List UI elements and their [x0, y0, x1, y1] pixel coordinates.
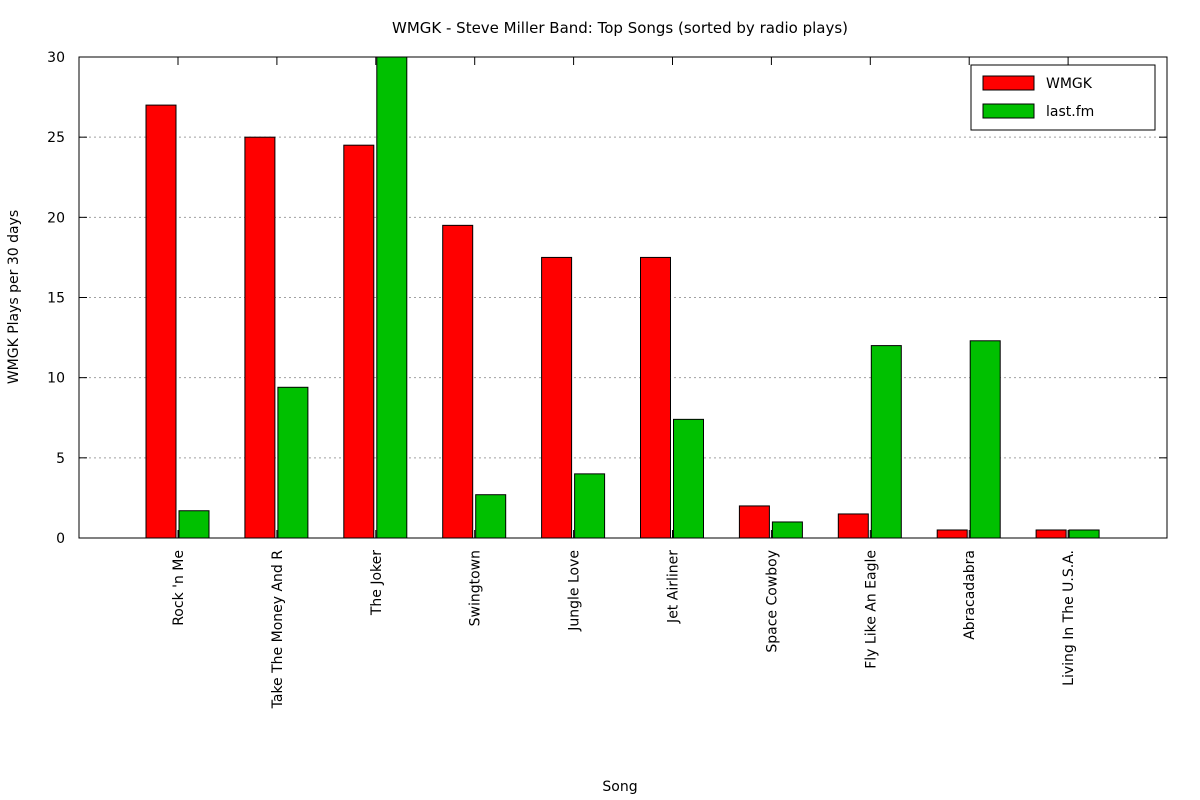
x-axis: Rock 'n Me Take The Money And R The Joker S…: [171, 57, 1077, 709]
bar-wmgk: [145, 104, 177, 539]
x-tick-label: Jungle Love: [567, 550, 583, 632]
y-tick-label: 25: [47, 130, 65, 146]
y-axis: 0 5 10 15 20 25 30: [47, 50, 1167, 547]
bar-lastfm: [969, 340, 1001, 539]
legend-box: [970, 64, 1156, 131]
y-tick-label: 0: [56, 531, 65, 547]
bar-wmgk: [541, 256, 573, 539]
y-tick-label: 20: [47, 210, 65, 226]
chart-title: WMGK - Steve Miller Band: Top Songs (sor…: [392, 19, 848, 37]
x-tick-label: Fly Like An Eagle: [863, 550, 879, 669]
bar-lastfm: [870, 345, 902, 539]
bar-wmgk: [343, 144, 375, 539]
legend-label: WMGK: [1046, 76, 1093, 92]
x-tick-label: The Joker: [369, 550, 385, 616]
bar-lastfm: [475, 494, 507, 539]
legend-swatch: [982, 103, 1035, 119]
bar-wmgk: [244, 136, 276, 539]
bar-lastfm: [771, 521, 803, 539]
x-tick-label: Rock 'n Me: [171, 550, 187, 626]
x-tick-label: Abracadabra: [962, 550, 978, 640]
legend-swatch: [982, 75, 1035, 91]
x-tick-label: Living In The U.S.A.: [1061, 550, 1077, 686]
bars: [145, 56, 1100, 539]
y-tick-label: 5: [56, 451, 65, 467]
x-tick-label: Take The Money And R: [270, 550, 286, 710]
bar-wmgk: [640, 256, 671, 539]
y-tick-label: 10: [47, 371, 65, 387]
x-tick-label: Space Cowboy: [764, 550, 780, 653]
y-axis-label: WMGK Plays per 30 days: [6, 210, 22, 384]
bar-lastfm: [1068, 529, 1100, 539]
bar-lastfm: [277, 386, 309, 539]
bar-wmgk: [936, 529, 968, 539]
bar-lastfm: [673, 418, 704, 539]
y-tick-label: 30: [47, 50, 65, 66]
x-tick-label: Swingtown: [468, 550, 484, 626]
legend: WMGK last.fm: [970, 64, 1156, 131]
x-tick-label: Jet Airliner: [666, 550, 682, 624]
bar-lastfm: [376, 56, 408, 539]
y-tick-label: 15: [47, 291, 65, 307]
bar-lastfm: [178, 510, 210, 539]
bar-lastfm: [574, 473, 606, 539]
x-axis-label: Song: [602, 779, 637, 795]
bar-wmgk: [442, 224, 474, 539]
grid-lines: [79, 136, 1167, 459]
bar-wmgk: [837, 513, 869, 539]
bar-wmgk: [738, 505, 770, 539]
bar-wmgk: [1035, 529, 1067, 539]
legend-label: last.fm: [1046, 104, 1094, 120]
